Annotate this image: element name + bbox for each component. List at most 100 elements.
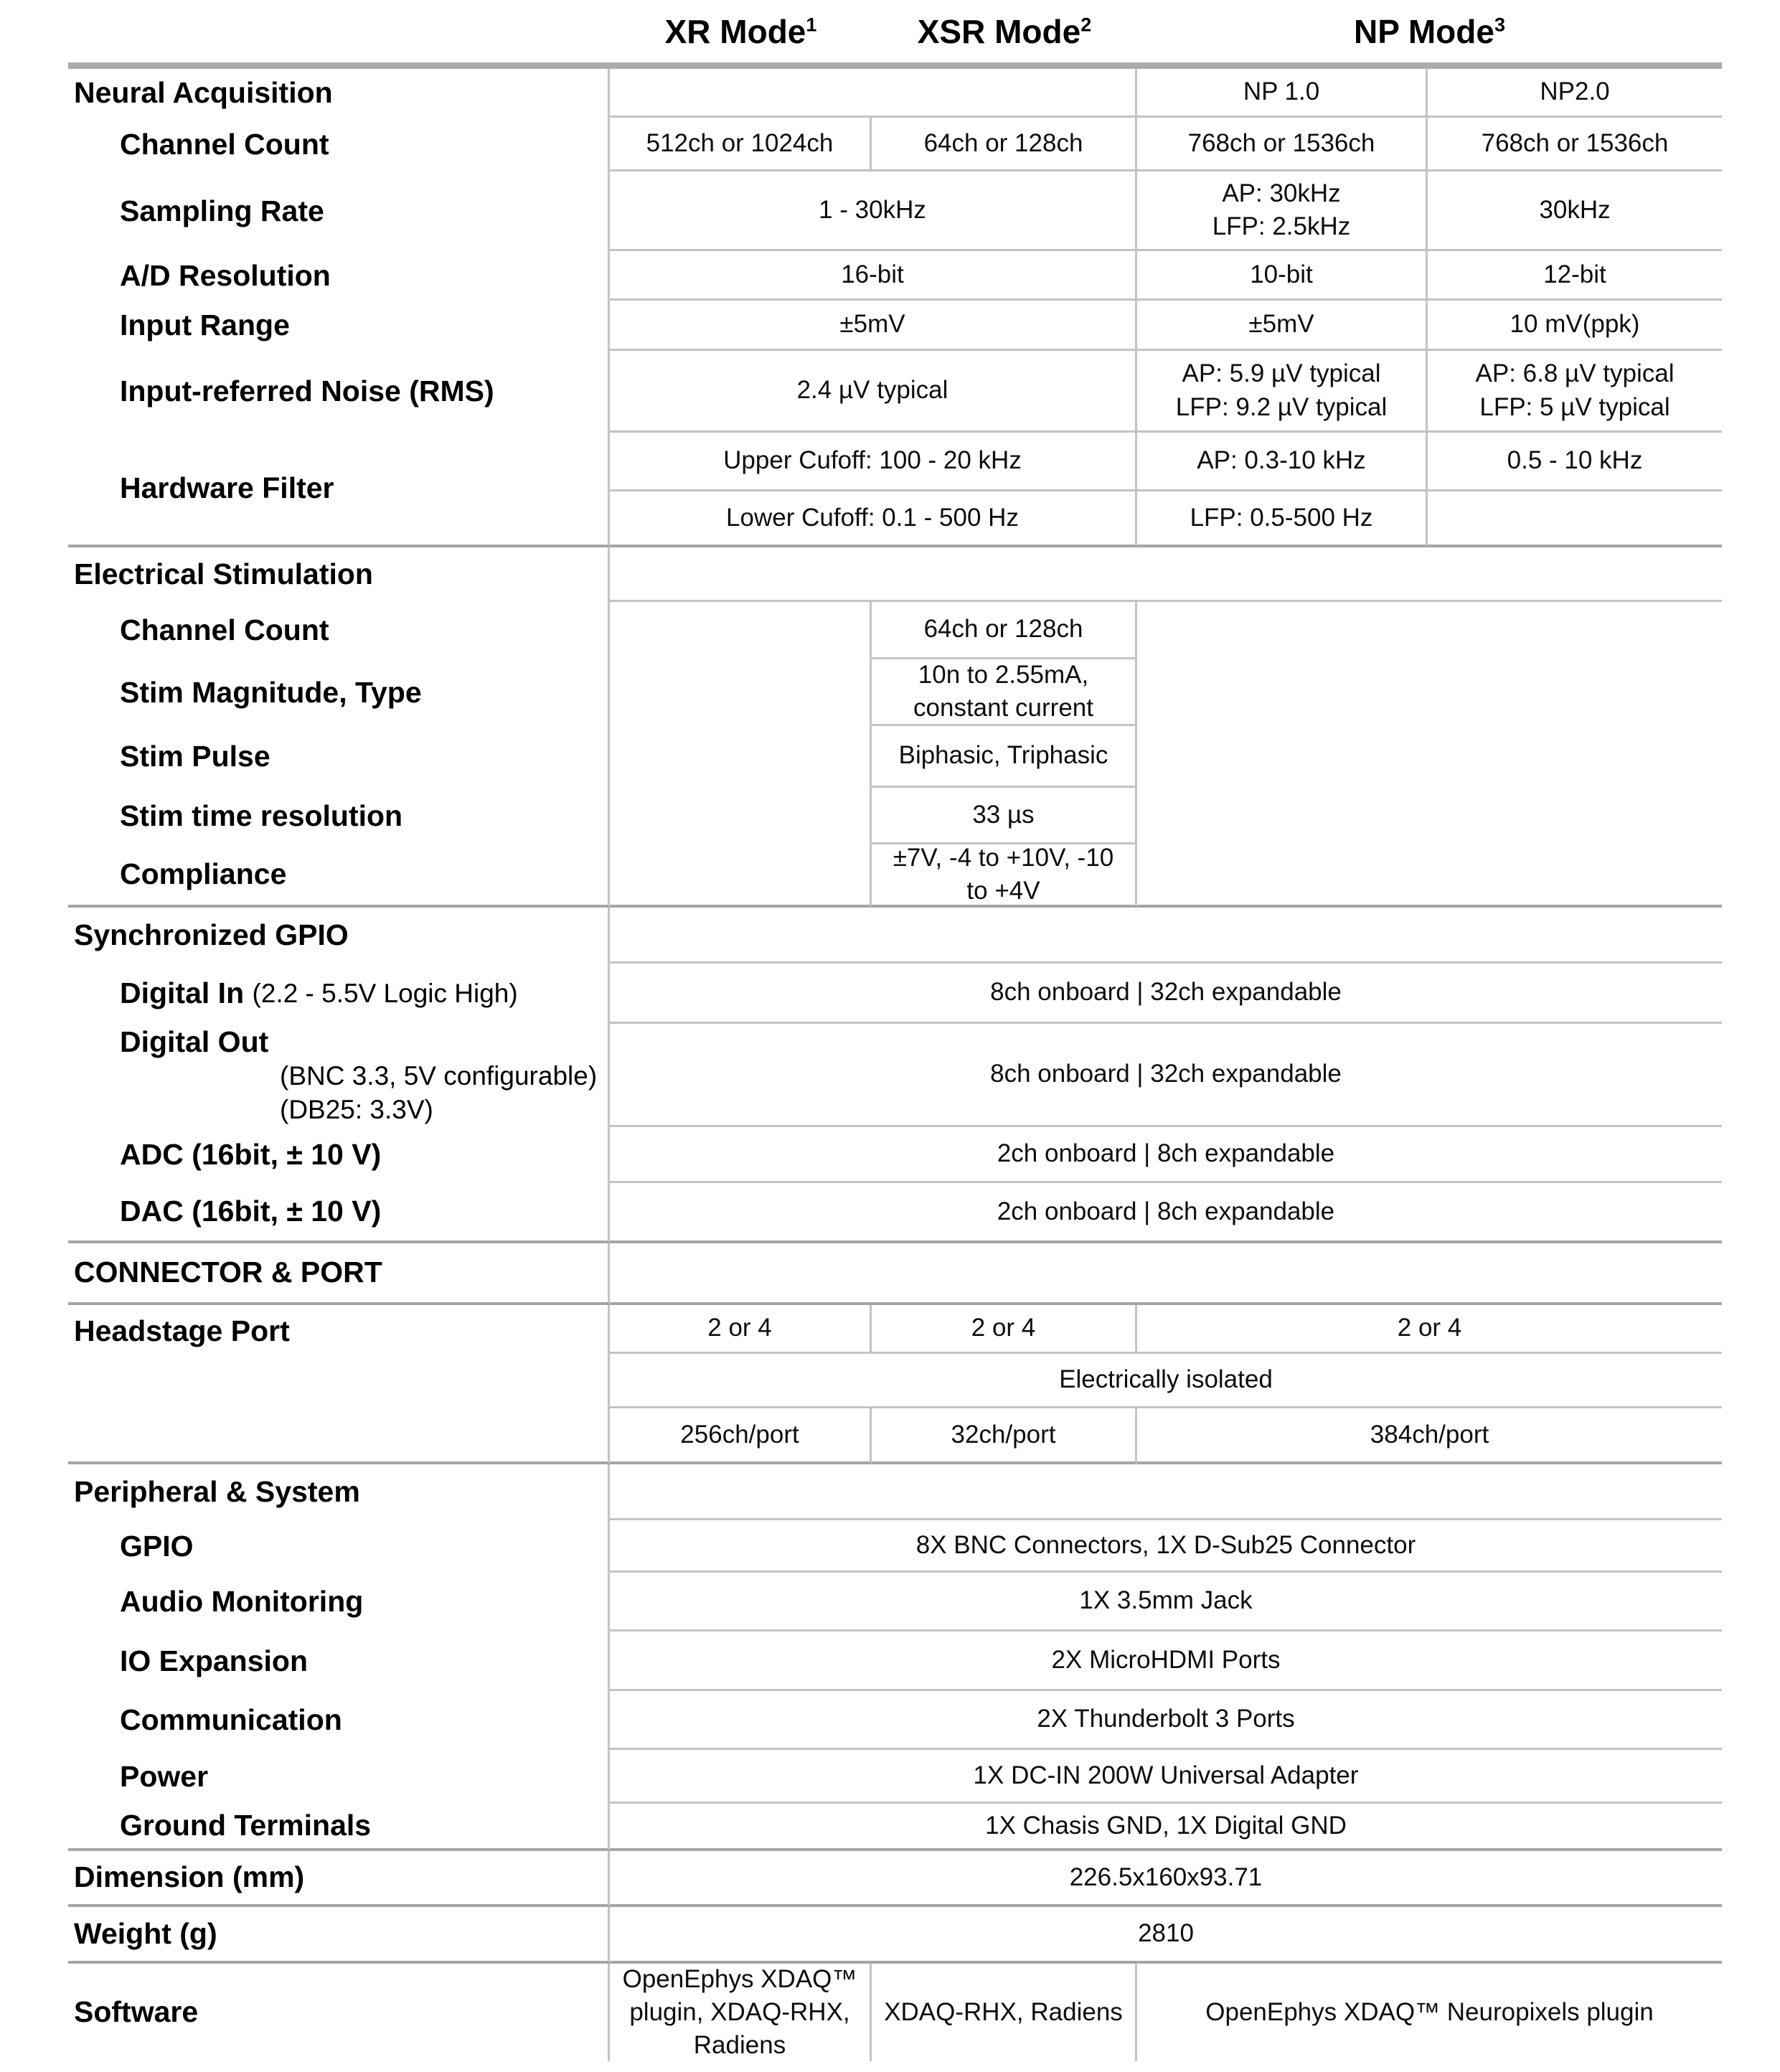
row-label-na-channel-count: Channel Count <box>68 118 610 171</box>
cell-dimension-value: 226.5x160x93.71 <box>610 1851 1722 1907</box>
cell-hw-filter-lower-np2-empty <box>1428 491 1722 547</box>
cell-connector-header-empty <box>610 1243 1722 1305</box>
xr-mode-footnote-marker: 1 <box>806 14 817 36</box>
section-label-synchronized-gpio: Synchronized GPIO <box>68 908 610 964</box>
row-label-audio-monitoring: Audio Monitoring <box>68 1573 610 1631</box>
cell-digital-out-value: 8ch onboard | 32ch expandable <box>610 1024 1722 1127</box>
cell-sampling-rate-np2: 30kHz <box>1428 171 1722 251</box>
row-label-stim-pulse: Stim Pulse <box>68 726 610 788</box>
row-label-hardware-filter: Hardware Filter <box>68 433 610 547</box>
cell-es-header-empty <box>610 547 1722 602</box>
cell-hw-filter-upper-np2: 0.5 - 10 kHz <box>1428 433 1722 491</box>
cell-power-value: 1X DC-IN 200W Universal Adapter <box>610 1750 1722 1804</box>
subcolumn-header-np2: NP2.0 <box>1428 69 1722 118</box>
cell-software-np: OpenEphys XDAQ™ Neuropixels plugin <box>1205 1997 1654 2026</box>
column-header-xsr-mode: XSR Mode2 <box>872 12 1137 51</box>
cell-audio-monitoring-value: 1X 3.5mm Jack <box>610 1573 1722 1631</box>
row-label-input-noise: Input-referred Noise (RMS) <box>68 351 610 433</box>
cell-io-expansion-value: 2X MicroHDMI Ports <box>610 1631 1722 1691</box>
digital-out-note-db25: (DB25: 3.3V) <box>280 1094 433 1124</box>
spec-table: XR Mode1 XSR Mode2 NP Mode3 Neural Acqui… <box>68 0 1722 2061</box>
row-label-software: Software <box>68 1964 610 2061</box>
np-mode-label: NP Mode <box>1354 12 1494 50</box>
cell-input-noise-xr-xsr: 2.4 µV typical <box>610 351 1137 433</box>
section-label-connector-port: CONNECTOR & PORT <box>68 1243 610 1305</box>
row-label-gpio: GPIO <box>68 1520 610 1573</box>
cell-ad-resolution-xr-xsr: 16-bit <box>610 251 1137 301</box>
cell-stim-pulse-xsr: Biphasic, Triphasic <box>872 726 1137 788</box>
section-label-peripheral-system: Peripheral & System <box>68 1464 610 1520</box>
cell-input-range-xr-xsr: ±5mV <box>610 301 1137 351</box>
cell-dac-value: 2ch onboard | 8ch expandable <box>610 1183 1722 1243</box>
row-label-stim-time-resolution: Stim time resolution <box>68 788 610 844</box>
row-label-ad-resolution: A/D Resolution <box>68 251 610 301</box>
cell-stim-magnitude-xsr: 10n to 2.55mA, constant current <box>872 659 1137 726</box>
row-label-power: Power <box>68 1750 610 1804</box>
section-label-electrical-stimulation: Electrical Stimulation <box>68 547 610 602</box>
cell-na-header-xr-xsr-empty <box>610 69 1137 118</box>
cell-adc-value: 2ch onboard | 8ch expandable <box>610 1127 1722 1183</box>
cell-headstage-isolation: Electrically isolated <box>610 1354 1722 1408</box>
row-label-input-range: Input Range <box>68 301 610 351</box>
cell-compliance-xsr: ±7V, -4 to +10V, -10 to +4V <box>872 844 1137 908</box>
row-label-compliance: Compliance <box>68 844 610 908</box>
np-mode-footnote-marker: 3 <box>1494 14 1505 36</box>
row-label-adc: ADC (16bit, ± 10 V) <box>68 1127 610 1183</box>
cell-ad-resolution-np2: 12-bit <box>1428 251 1722 301</box>
section-label-neural-acquisition: Neural Acquisition <box>68 69 610 118</box>
row-label-weight: Weight (g) <box>68 1907 610 1964</box>
row-label-dac: DAC (16bit, ± 10 V) <box>68 1183 610 1243</box>
cell-na-channel-count-np1: 768ch or 1536ch <box>1137 118 1428 171</box>
digital-in-label: Digital In <box>120 976 245 1010</box>
cell-ground-terminals-value: 1X Chasis GND, 1X Digital GND <box>610 1804 1722 1851</box>
cell-es-np-empty <box>1137 602 1722 908</box>
cell-gpio-value: 8X BNC Connectors, 1X D-Sub25 Connector <box>610 1520 1722 1573</box>
cell-communication-value: 2X Thunderbolt 3 Ports <box>610 1691 1722 1750</box>
xsr-mode-footnote-marker: 2 <box>1080 14 1092 36</box>
cell-headstage-ports-xsr: 2 or 4 <box>872 1305 1137 1354</box>
xsr-mode-label: XSR Mode <box>917 12 1081 50</box>
row-label-communication: Communication <box>68 1691 610 1750</box>
cell-software-xr: OpenEphys XDAQ™ plugin, XDAQ-RHX, Radien… <box>610 1964 872 2061</box>
cell-input-noise-np2: AP: 6.8 µV typical LFP: 5 µV typical <box>1428 351 1722 433</box>
cell-weight-value: 2810 <box>610 1907 1722 1964</box>
cell-headstage-channels-xsr: 32ch/port <box>872 1408 1137 1464</box>
row-label-headstage-port: Headstage Port <box>68 1305 610 1464</box>
column-header-xr-mode: XR Mode1 <box>610 12 872 51</box>
xr-mode-label: XR Mode <box>664 12 806 50</box>
cell-headstage-ports-np: 2 or 4 <box>1137 1305 1722 1354</box>
cell-na-channel-count-np2: 768ch or 1536ch <box>1428 118 1722 171</box>
cell-na-channel-count-xsr: 64ch or 128ch <box>872 118 1137 171</box>
cell-peripheral-header-empty <box>610 1464 1722 1520</box>
row-label-es-channel-count: Channel Count <box>68 602 610 659</box>
row-label-digital-out: Digital Out (BNC 3.3, 5V configurable) (… <box>68 1024 610 1127</box>
row-label-ground-terminals: Ground Terminals <box>68 1804 610 1851</box>
column-header-np-mode: NP Mode3 <box>1137 12 1722 51</box>
cell-es-channel-count-xsr: 64ch or 128ch <box>872 602 1137 659</box>
cell-headstage-channels-np: 384ch/port <box>1137 1408 1722 1464</box>
row-label-stim-magnitude: Stim Magnitude, Type <box>68 659 610 726</box>
row-label-sampling-rate: Sampling Rate <box>68 171 610 251</box>
row-label-dimension: Dimension (mm) <box>68 1851 610 1907</box>
cell-na-channel-count-xr: 512ch or 1024ch <box>610 118 872 171</box>
cell-headstage-channels-xr: 256ch/port <box>610 1408 872 1464</box>
cell-hw-filter-lower-np1: LFP: 0.5-500 Hz <box>1137 491 1428 547</box>
cell-hw-filter-lower-xr-xsr: Lower Cufoff: 0.1 - 500 Hz <box>610 491 1137 547</box>
row-label-io-expansion: IO Expansion <box>68 1631 610 1691</box>
digital-in-note: (2.2 - 5.5V Logic High) <box>252 978 518 1008</box>
column-header-row: XR Mode1 XSR Mode2 NP Mode3 <box>68 0 1722 62</box>
cell-input-range-np1: ±5mV <box>1137 301 1428 351</box>
digital-out-note-bnc: (BNC 3.3, 5V configurable) <box>280 1061 598 1091</box>
cell-digital-in-value: 8ch onboard | 32ch expandable <box>610 964 1722 1024</box>
row-label-digital-in: Digital In (2.2 - 5.5V Logic High) <box>68 964 610 1024</box>
cell-headstage-ports-xr: 2 or 4 <box>610 1305 872 1354</box>
digital-out-label: Digital Out <box>120 1025 269 1059</box>
cell-es-xr-empty <box>610 602 872 908</box>
cell-sampling-rate-xr-xsr: 1 - 30kHz <box>610 171 1137 251</box>
subcolumn-header-np1: NP 1.0 <box>1137 69 1428 118</box>
cell-gpio-header-empty <box>610 908 1722 964</box>
cell-stim-time-resolution-xsr: 33 µs <box>872 788 1137 844</box>
cell-hw-filter-upper-np1: AP: 0.3-10 kHz <box>1137 433 1428 491</box>
cell-hw-filter-upper-xr-xsr: Upper Cufoff: 100 - 20 kHz <box>610 433 1137 491</box>
